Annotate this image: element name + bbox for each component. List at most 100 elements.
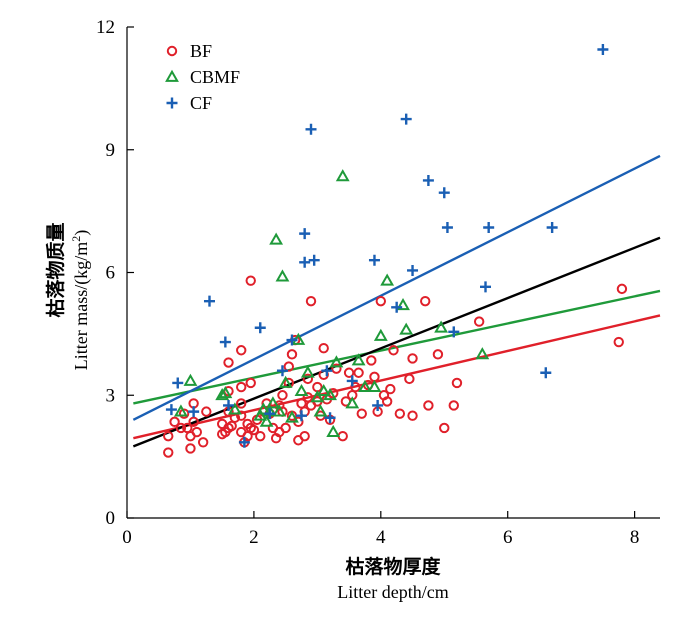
x-axis-title-en: Litter depth/cm [337, 582, 448, 602]
data-point [185, 443, 196, 454]
data-point [375, 295, 387, 307]
legend-item-bf: BF [166, 41, 212, 61]
data-point [197, 437, 209, 448]
data-point [236, 398, 247, 409]
data-point [285, 410, 299, 423]
data-point [163, 447, 174, 458]
data-point [407, 264, 419, 276]
data-point [236, 410, 247, 421]
data-point [439, 422, 450, 434]
data-point [299, 228, 311, 240]
data-point [255, 430, 266, 442]
data-point [368, 254, 380, 266]
data-point [283, 361, 295, 372]
data-point [400, 113, 412, 125]
data-point [432, 349, 444, 360]
data-point [420, 295, 431, 307]
y-axis-title-en-suffix: ) [71, 230, 92, 236]
y-axis-title-en-group: Litter mass/(kg/m2) [69, 230, 92, 370]
y-axis-title-cn: 枯落物质量 [44, 222, 67, 317]
data-point [286, 334, 298, 346]
y-axis-title-en: Litter mass/(kg/m2) [69, 230, 92, 370]
x-axis-title-cn: 枯落物厚度 [345, 555, 441, 578]
data-point [448, 400, 459, 411]
data-point [238, 436, 250, 448]
data-point [367, 379, 382, 392]
data-point [434, 320, 449, 333]
x-tick-label: 8 [630, 527, 640, 548]
legend-marker [165, 69, 179, 82]
data-point [451, 377, 463, 389]
legend-item-cf: CF [166, 93, 212, 113]
data-point [318, 342, 329, 354]
y-axis-title-en-prefix: Litter mass/(kg/m [71, 242, 92, 370]
data-point [277, 390, 288, 401]
data-point [219, 336, 231, 348]
data-point [407, 353, 418, 364]
data-point [272, 404, 287, 417]
y-tick-label: 3 [106, 385, 116, 406]
data-point [350, 381, 361, 393]
data-point [278, 375, 293, 388]
data-point [422, 174, 434, 186]
data-point [441, 221, 453, 233]
axes: 0 3 6 9 12 0 2 4 6 8 [96, 17, 660, 548]
data-point [276, 365, 288, 377]
data-point [448, 326, 460, 338]
data-point [165, 404, 177, 416]
data-point [201, 406, 212, 417]
data-point [245, 275, 256, 286]
legend-label: CF [190, 93, 212, 113]
x-tick-label: 6 [503, 527, 513, 548]
y-axis-title-cn-group: 枯落物质量 [44, 222, 67, 317]
series-bf [163, 275, 628, 458]
y-tick-label: 12 [96, 17, 115, 38]
legend: BF CBMF CF [165, 41, 240, 113]
data-point [254, 322, 266, 334]
legend-label: BF [190, 41, 212, 61]
data-point [366, 355, 377, 366]
data-point [299, 430, 310, 442]
data-point [321, 365, 333, 377]
data-point [331, 363, 342, 374]
legend-label: CBMF [190, 67, 240, 87]
data-point [264, 408, 276, 420]
y-axis-title-en-sup: 2 [69, 236, 83, 242]
data-point [407, 410, 418, 421]
data-point [203, 295, 215, 307]
data-point [294, 383, 309, 397]
y-tick-label: 0 [106, 508, 116, 529]
data-point [286, 349, 298, 360]
data-point [616, 283, 628, 295]
data-point [269, 232, 284, 245]
data-point [191, 426, 202, 438]
x-tick-label: 2 [249, 527, 259, 548]
data-point [300, 365, 315, 378]
data-point [227, 402, 242, 415]
x-tick-label: 4 [376, 527, 386, 548]
data-point [310, 390, 325, 403]
data-point [163, 430, 174, 442]
data-point [313, 404, 328, 417]
fit-line-bf [133, 314, 661, 440]
data-point [248, 424, 260, 436]
data-point [337, 430, 348, 442]
data-point [381, 396, 393, 407]
data-point [540, 367, 552, 379]
data-point [236, 381, 247, 393]
data-point [335, 169, 350, 182]
data-point [391, 301, 403, 313]
data-point [223, 399, 235, 411]
data-point [215, 388, 230, 401]
fit-line-overall [132, 236, 661, 448]
data-point [480, 281, 492, 293]
data-point [399, 322, 414, 335]
data-point [345, 396, 360, 409]
legend-marker [166, 45, 178, 57]
data-point [597, 44, 609, 56]
data-point [174, 404, 188, 417]
data-point [475, 347, 490, 360]
data-point [438, 187, 450, 199]
